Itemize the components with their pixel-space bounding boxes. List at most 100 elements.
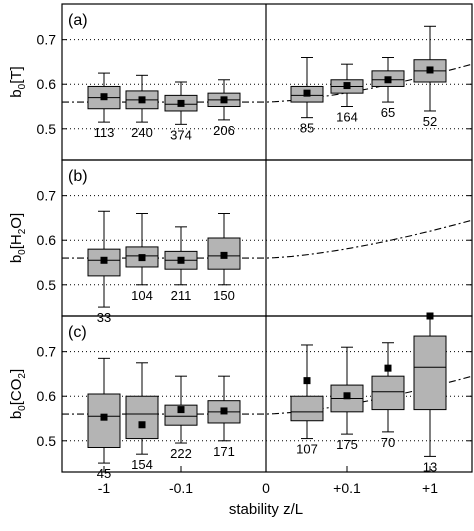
- mean-marker: [303, 89, 311, 97]
- mean-marker: [177, 406, 185, 414]
- iqr-box: [164, 404, 198, 426]
- box-6: 70: [371, 342, 405, 450]
- box-0: 45: [87, 357, 121, 481]
- iqr-box: [413, 335, 447, 411]
- mean-marker: [138, 254, 146, 262]
- box-7: 52: [413, 25, 447, 129]
- y-label-bracket-post: O]: [8, 213, 25, 229]
- y-label-bracket-post: ]: [8, 369, 25, 373]
- count-label: 211: [171, 288, 192, 303]
- y-tick-label: 0.6: [37, 232, 57, 248]
- y-axis-label: b0[T]: [8, 66, 28, 97]
- count-label: 52: [423, 114, 437, 129]
- box-7: 13: [413, 312, 447, 474]
- y-label-bracket-sub: 2: [17, 373, 28, 379]
- count-label: 164: [336, 110, 358, 125]
- count-label: 175: [336, 437, 358, 452]
- count-label: 65: [381, 105, 395, 120]
- count-label: 70: [381, 435, 395, 450]
- mean-marker: [100, 256, 108, 264]
- mean-marker: [343, 82, 351, 90]
- x-tick-label: +1: [422, 480, 438, 496]
- mean-marker: [177, 99, 185, 107]
- y-label-main: b: [8, 411, 25, 419]
- y-label-main: b: [8, 89, 25, 97]
- count-label: 171: [213, 444, 235, 459]
- y-label-sub: 0: [17, 83, 28, 89]
- count-label: 107: [296, 442, 318, 457]
- mean-marker: [426, 66, 434, 74]
- panel-frame: [61, 3, 473, 161]
- y-tick-label: 0.6: [37, 388, 57, 404]
- box-3: 150: [207, 212, 241, 303]
- box-0: 33: [87, 210, 121, 325]
- mean-marker: [100, 93, 108, 101]
- x-axis-label: stability z/L: [229, 501, 303, 518]
- count-label: 374: [170, 127, 192, 142]
- panel-frame: [61, 315, 473, 473]
- box-1: 240: [125, 74, 159, 140]
- y-label-bracket-pre: [H: [8, 234, 25, 249]
- y-tick-label: 0.7: [37, 188, 57, 204]
- y-label-sub: 0: [17, 405, 28, 411]
- panel-label: (c): [68, 324, 87, 341]
- iqr-box: [371, 375, 405, 411]
- y-tick-label: 0.5: [37, 277, 57, 293]
- mean-marker: [220, 251, 228, 259]
- x-tick-label: 0: [262, 480, 270, 496]
- mean-marker: [138, 96, 146, 104]
- box-0: 113: [87, 72, 121, 140]
- y-tick-label: 0.5: [37, 121, 57, 137]
- box-3: 206: [207, 79, 241, 138]
- fit-curve: [62, 63, 473, 103]
- box-4: 85: [290, 56, 324, 136]
- count-label: 222: [170, 446, 192, 461]
- fit-curve: [62, 219, 473, 259]
- box-4: 107: [290, 344, 324, 457]
- mean-marker: [384, 76, 392, 84]
- box-5: 164: [330, 63, 364, 125]
- y-tick-label: 0.6: [37, 76, 57, 92]
- x-tick-label: +0.1: [333, 480, 361, 496]
- mean-marker: [100, 413, 108, 421]
- iqr-box: [87, 393, 121, 448]
- box-2: 211: [164, 226, 198, 303]
- y-label-bracket-pre: [CO: [8, 379, 25, 406]
- y-label-sub: 0: [17, 249, 28, 255]
- count-label: 113: [94, 125, 115, 140]
- y-axis-label: b0[H2O]: [8, 213, 28, 263]
- mean-marker: [177, 256, 185, 264]
- x-tick-label: -0.1: [169, 480, 193, 496]
- panel-frame: [61, 159, 473, 317]
- x-tick-label: -1: [98, 480, 111, 496]
- box-6: 65: [371, 56, 405, 120]
- mean-marker: [303, 377, 311, 385]
- y-label-bracket-sub: 2: [17, 228, 28, 234]
- panel-2: 0.5 0.6 0.7 45 154 222 171 107 175 70 13 (c) b0[CO2]: [8, 312, 473, 481]
- mean-marker: [343, 392, 351, 400]
- count-label: 85: [300, 121, 314, 136]
- panel-1: 0.5 0.6 0.7 33 104 211 150 (b) b0[H2O]: [8, 159, 473, 325]
- count-label: 206: [213, 123, 235, 138]
- panel-0: 0.5 0.6 0.7 113 240 374 206 85 164 65 52 (a) b0[T]: [8, 3, 473, 161]
- count-label: 150: [213, 288, 235, 303]
- count-label: 45: [97, 466, 111, 481]
- panel-label: (a): [68, 12, 88, 29]
- y-tick-label: 0.7: [37, 32, 57, 48]
- y-tick-label: 0.7: [37, 344, 57, 360]
- count-label: 104: [131, 288, 153, 303]
- mean-marker: [384, 364, 392, 372]
- y-axis-label: b0[CO2]: [8, 369, 28, 419]
- y-label-bracket: [T]: [8, 66, 25, 84]
- y-label-main: b: [8, 255, 25, 263]
- panel-label: (b): [68, 168, 88, 185]
- box-5: 175: [330, 346, 364, 452]
- box-3: 171: [207, 375, 241, 459]
- fit-curve: [62, 375, 473, 415]
- iqr-box: [290, 395, 324, 422]
- mean-marker: [220, 96, 228, 104]
- count-label: 240: [131, 125, 153, 140]
- box-1: 104: [125, 212, 159, 303]
